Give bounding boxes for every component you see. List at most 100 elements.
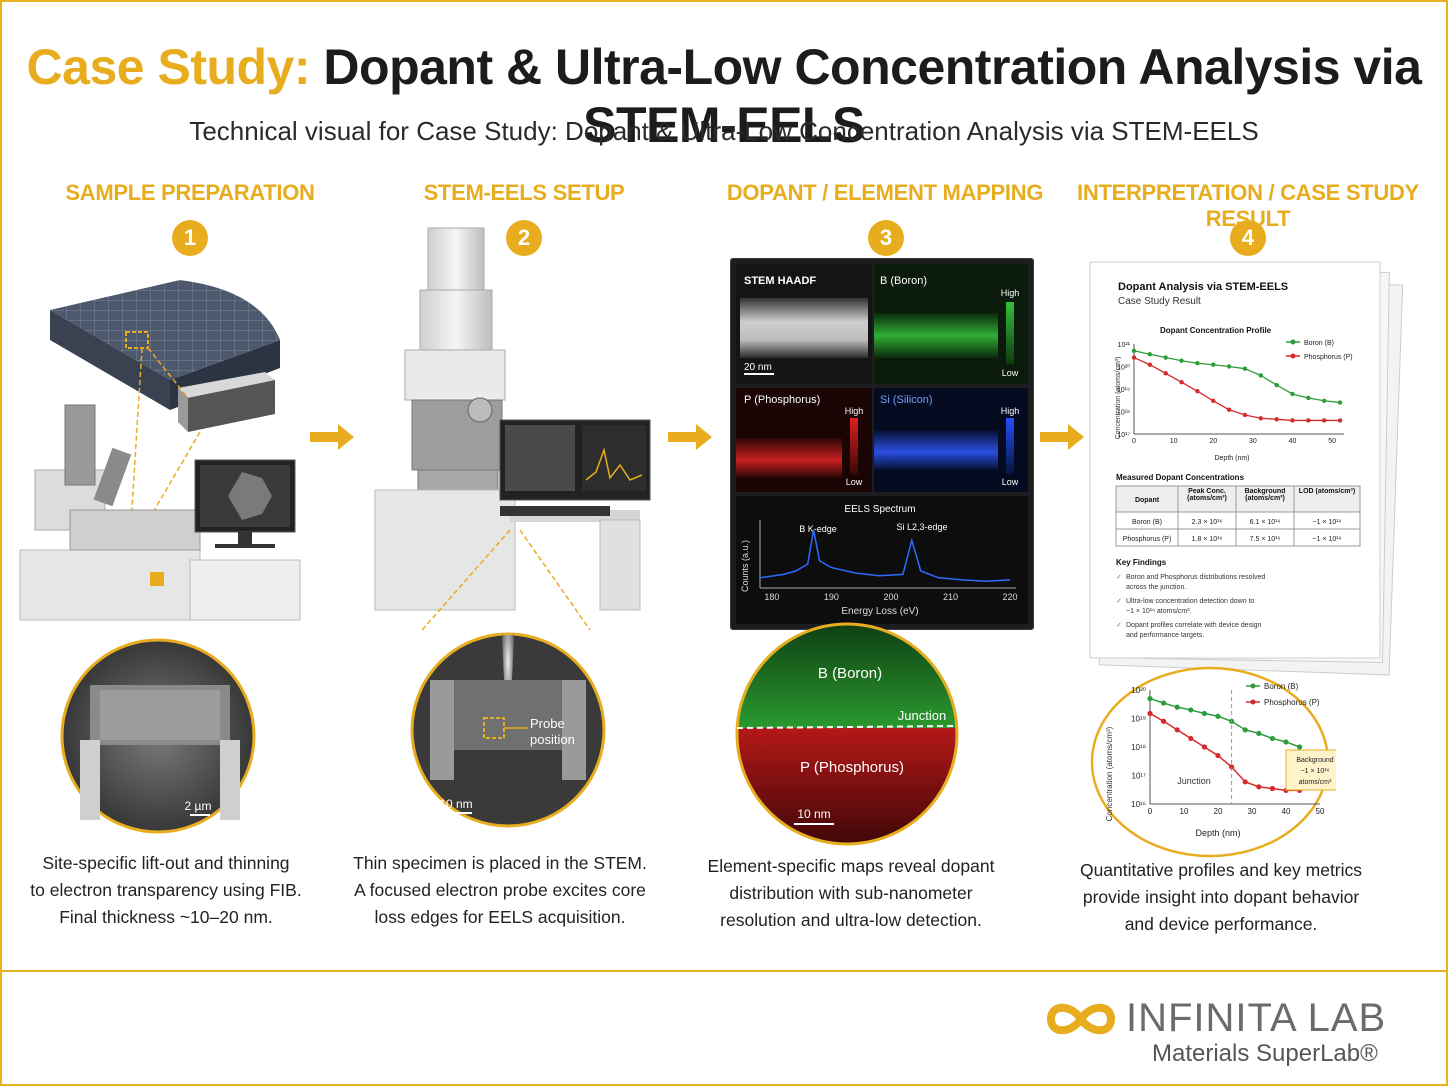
- table-header: Peak Conc. (atoms/cm³): [1187, 488, 1227, 502]
- zoom-junction-label: Junction: [898, 708, 946, 723]
- profile-y-label: Concentration (atoms/cm³): [1115, 357, 1122, 440]
- finding-line: and performance targets.: [1126, 632, 1204, 639]
- data-point: [1147, 710, 1153, 717]
- step-4-heading: INTERPRETATION / CASE STUDY RESULT: [1077, 180, 1419, 231]
- probe-label-line2: position: [530, 732, 575, 747]
- finding-line: Boron and Phosphorus distributions resol…: [1126, 574, 1265, 581]
- data-point: [1163, 355, 1168, 360]
- lamella-icon: [178, 372, 275, 432]
- spectrum-y-label: Counts (a.u.): [740, 540, 750, 592]
- step-1-heading: SAMPLE PREPARATION: [65, 180, 315, 205]
- caption-line: Thin specimen is placed in the STEM.: [353, 853, 647, 873]
- step-2-badge: 2: [506, 220, 542, 256]
- data-point: [1337, 400, 1343, 405]
- colorbar-high: High: [1001, 288, 1020, 298]
- profile-chart-title: Dopant Concentration Profile: [1160, 326, 1272, 335]
- title-accent: Case Study:: [26, 39, 311, 95]
- table-header: Dopant: [1135, 497, 1160, 504]
- report-document: Dopant Analysis via STEM-EELS Case Study…: [1089, 261, 1404, 676]
- data-point: [1211, 362, 1216, 367]
- x-tick-label: 10: [1170, 438, 1178, 445]
- x-tick-label: 20: [1209, 438, 1217, 445]
- concentration-table: Dopant Peak Conc. (atoms/cm³) Background…: [1115, 485, 1361, 547]
- data-point: [1161, 718, 1167, 724]
- zoom-y-label: Concentration (atoms/cm³): [1105, 726, 1114, 821]
- page-title: Case Study: Dopant & Ultra-Low Concentra…: [0, 38, 1448, 154]
- caption-line: resolution and ultra-low detection.: [720, 910, 982, 930]
- caption-line: Quantitative profiles and key metrics: [1079, 860, 1363, 880]
- data-point: [1283, 739, 1289, 745]
- profile-zoom: Concentration (atoms/cm³) Depth (nm) Jun…: [1090, 666, 1336, 858]
- y-tick-label: 10¹⁸: [1131, 743, 1146, 752]
- step-2-heading: STEM-EELS SETUP: [423, 180, 625, 205]
- junction-zoom: B (Boron) Junction P (Phosphorus) 10 nm: [735, 622, 959, 846]
- arrow-right-icon: [1040, 424, 1084, 450]
- data-point: [1215, 713, 1221, 719]
- title-main: Dopant & Ultra-Low Concentration Analysi…: [323, 39, 1422, 153]
- finding-line: Ultra-low concentration detection down t…: [1126, 598, 1255, 605]
- check-icon: ✓: [1116, 622, 1122, 629]
- step-1-caption: Site-specific lift-out and thinning to e…: [1, 850, 331, 931]
- page-subtitle: Technical visual for Case Study: Dopant …: [189, 116, 1259, 146]
- zoom-scale-label: 10 nm: [797, 807, 830, 821]
- data-point: [1188, 707, 1194, 713]
- report-subtitle: Case Study Result: [1118, 296, 1201, 307]
- findings-list: ✓ Boron and Phosphorus distributions res…: [1116, 574, 1265, 639]
- table-cell: Boron (B): [1132, 519, 1162, 526]
- step-3-caption: Element-specific maps reveal dopant dist…: [686, 853, 1016, 934]
- series-line: [1133, 356, 1341, 422]
- data-point: [1297, 744, 1303, 750]
- colorbar-low: Low: [1002, 368, 1019, 378]
- caption-line: and device performance.: [1124, 914, 1318, 934]
- report-title: Dopant Analysis via STEM-EELS: [1118, 281, 1288, 293]
- step-1-badge: 1: [172, 220, 208, 256]
- data-point: [1256, 730, 1262, 737]
- probe-label-line1: Probe: [530, 716, 565, 731]
- data-point: [1147, 352, 1153, 357]
- legend-marker: [1290, 339, 1296, 345]
- haadf-label: STEM HAADF: [744, 275, 816, 287]
- spectrum-x-label: Energy Loss (eV): [841, 606, 918, 617]
- peak-si-label: Si L2,3-edge: [896, 522, 947, 532]
- data-point: [1131, 355, 1137, 360]
- data-point: [1174, 727, 1180, 733]
- stem-microscope-icon: [374, 227, 651, 611]
- data-point: [1226, 364, 1232, 369]
- caption-line: to electron transparency using FIB.: [30, 880, 302, 900]
- y-tick-label: 10¹⁹: [1131, 715, 1146, 724]
- zoom-junction-label: Junction: [1177, 776, 1211, 786]
- stem-setup-illustration: Probe position 10 nm: [374, 227, 651, 828]
- step-4-badge: 4: [1230, 220, 1266, 256]
- caption-line: Site-specific lift-out and thinning: [42, 853, 290, 873]
- silicon-map-label: Si (Silicon): [880, 394, 933, 406]
- colorbar-high: High: [1001, 406, 1020, 416]
- data-point: [1242, 727, 1248, 733]
- legend-label: Boron (B): [1304, 340, 1334, 347]
- legend-marker: [1250, 699, 1256, 705]
- x-tick-label: 10: [1180, 807, 1189, 816]
- data-point: [1163, 371, 1168, 376]
- table-cell: 2.3 × 10¹⁶: [1192, 519, 1223, 526]
- zoom-boron-label: B (Boron): [818, 665, 882, 682]
- data-point: [1179, 358, 1184, 363]
- data-point: [1269, 785, 1275, 792]
- data-point: [1290, 418, 1295, 423]
- x-tick-label: 30: [1249, 438, 1257, 445]
- y-tick-label: 10¹⁷: [1132, 772, 1147, 781]
- data-point: [1188, 735, 1194, 742]
- x-tick-label: 190: [824, 592, 839, 602]
- data-point: [1201, 744, 1207, 750]
- x-tick-label: 200: [883, 592, 898, 602]
- mapping-panel: STEM HAADF 20 nm B (Boron) High Low P (P…: [730, 258, 1034, 630]
- data-point: [1195, 388, 1200, 394]
- y-tick-label: 10²⁰: [1117, 364, 1130, 372]
- legend-label: Phosphorus (P): [1304, 354, 1353, 361]
- data-point: [1274, 382, 1279, 388]
- table-header: LOD (atoms/cm³): [1298, 488, 1356, 495]
- spectrum-line: [759, 530, 1011, 582]
- finding-line: across the junction.: [1126, 584, 1186, 591]
- data-point: [1242, 366, 1248, 371]
- y-tick-label: 10¹⁶: [1131, 800, 1146, 809]
- table-cell: 1.8 × 10¹⁶: [1192, 536, 1223, 543]
- data-point: [1306, 395, 1311, 401]
